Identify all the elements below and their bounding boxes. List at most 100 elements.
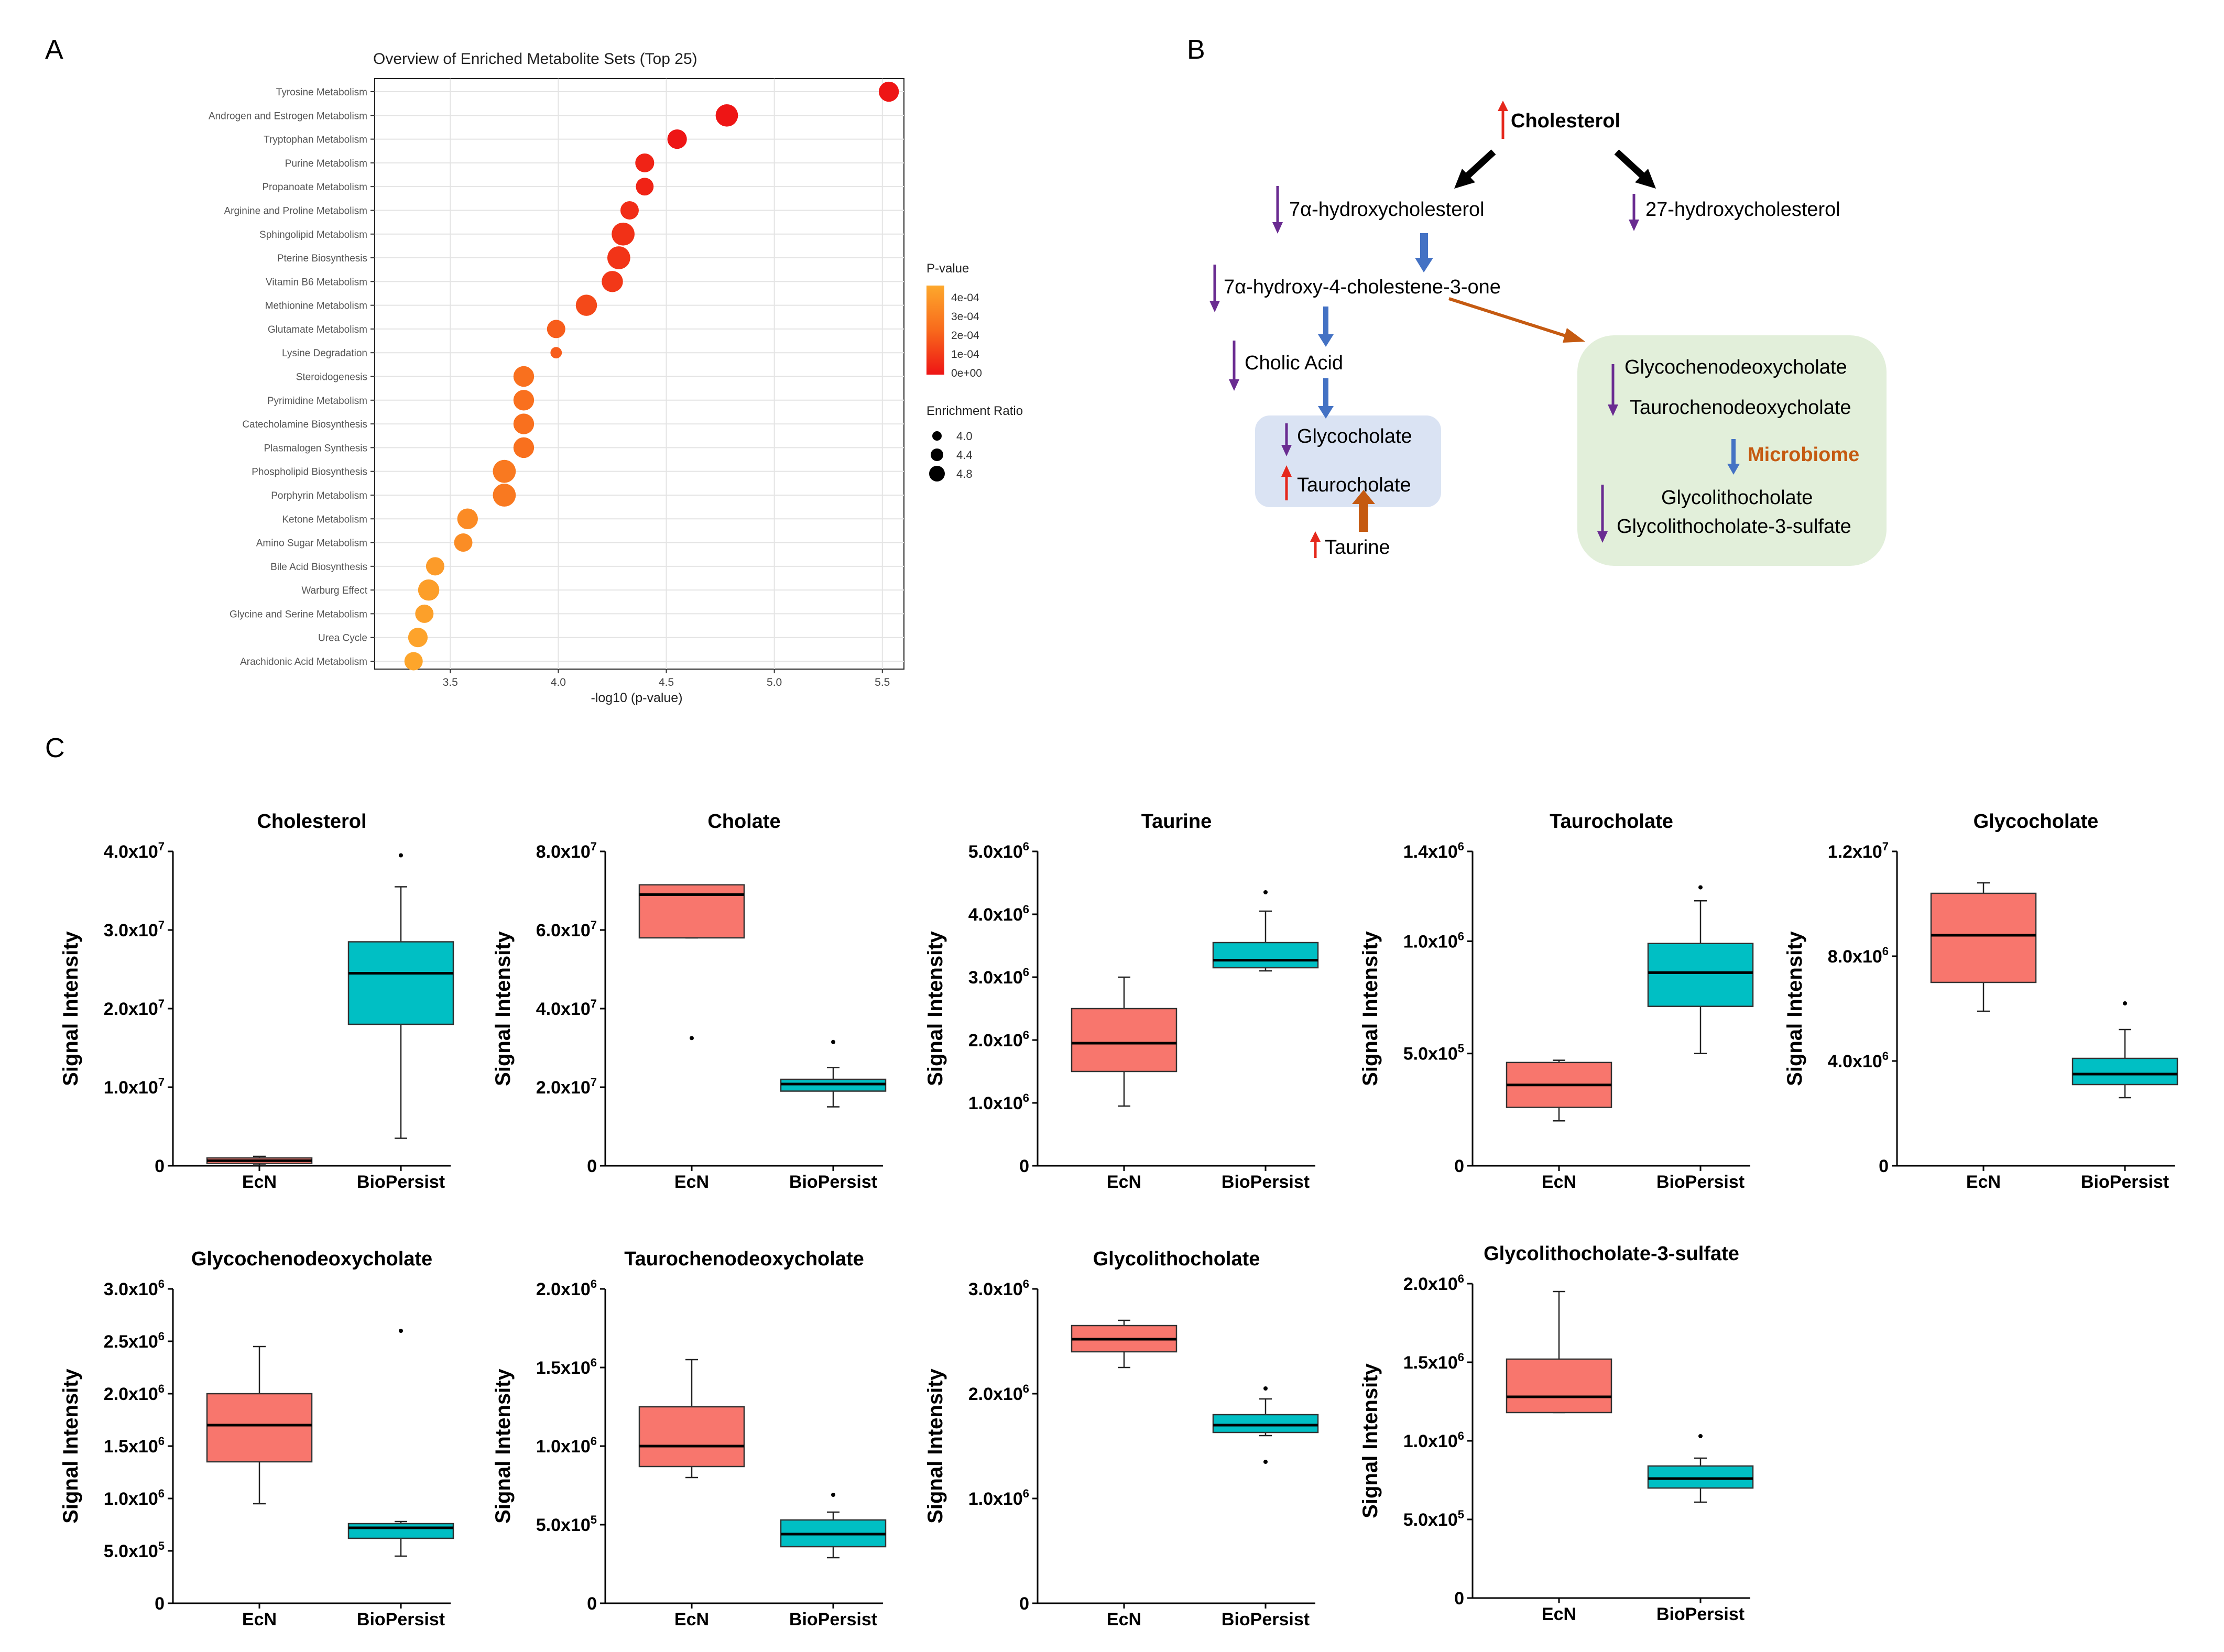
y-tick-label: Pterine Biosynthesis [277,253,367,264]
enrichment-dot [550,347,562,359]
box-iqr [1647,943,1754,1007]
enrichment-dot [635,153,655,172]
x-tick-label: BioPersist [1222,1172,1310,1192]
down-arrow-icon [1281,423,1292,456]
enrichment-dot [513,437,535,458]
box-plot-title: Glycochenodeoxycholate [191,1248,432,1270]
y-tick-label: Warburg Effect [301,585,367,596]
y-tick-exponent: 7 [1882,840,1889,853]
box-iqr [638,1406,745,1468]
y-tick-exponent: 6 [1023,840,1029,853]
outlier-point [1263,890,1268,894]
y-tick-label: Purine Metabolism [285,158,367,169]
enrichment-dot [404,652,423,671]
y-tick-exponent: 6 [1023,1382,1029,1395]
y-tick-exponent: 6 [158,1487,165,1500]
y-tick-label: 1.0x106 [968,1487,1029,1509]
box-plot-title: Glycolithocholate-3-sulfate [1484,1243,1739,1265]
plot-area [374,78,904,670]
x-tick-label: EcN [1107,1172,1141,1192]
y-tick-label: Phospholipid Biosynthesis [252,467,367,478]
y-tick-label: Urea Cycle [318,633,367,644]
outlier-point [1698,885,1703,890]
box-iqr [2072,1057,2178,1086]
y-tick-label: Tyrosine Metabolism [276,87,367,98]
box-plot-title: Cholesterol [257,811,366,833]
node-glycocholate: Glycocholate [1297,425,1412,447]
enrichment-dot [620,201,639,220]
y-tick-label: 5.0x105 [1403,1508,1464,1530]
y-tick-label: 2.0x106 [968,1382,1029,1404]
box-iqr [1071,1008,1178,1073]
y-tick-label: 2.0x107 [536,1076,597,1098]
y-tick-exponent: 5 [158,1539,165,1552]
y-axis-label: Signal Intensity [492,1368,515,1523]
size-legend-label: 4.0 [956,430,973,443]
outlier-point [399,853,403,858]
enrichment-dot [575,294,597,316]
y-tick-label: 5.0x105 [1403,1042,1464,1064]
y-tick-label: Tryptophan Metabolism [264,135,367,146]
enrichment-xlabel: -log10 (p-value) [591,691,682,705]
y-tick-label: 0 [587,1594,597,1614]
x-tick-label: 4.5 [659,676,674,688]
y-tick-label: 0 [155,1156,165,1176]
enrichment-dot [418,579,440,601]
outlier-point [1698,1434,1703,1438]
y-tick-label: 0 [1019,1594,1029,1614]
node-7a-hydroxycholesterol: 7α-hydroxycholesterol [1289,199,1485,221]
y-tick-label: 5.0x105 [104,1539,165,1561]
y-tick-exponent: 6 [591,1435,597,1448]
y-tick-label: 1.0x106 [1403,929,1464,951]
bile-acid-pathway-diagram: Cholesterol 7α-hydroxycholesterol 27-hyd… [1209,101,1887,566]
node-cholestenone: 7α-hydroxy-4-cholestene-3-one [1224,276,1501,298]
panel-label-b: B [1187,35,1205,65]
down-arrow-icon [1608,364,1618,416]
host-conjugate-box [1255,415,1441,507]
size-legend-dot [929,466,945,482]
y-tick-exponent: 6 [158,1435,165,1448]
p-value-label: 2e-04 [951,330,979,342]
x-tick-label: 5.5 [875,676,890,688]
down-arrow-icon [1272,186,1283,234]
box-iqr [1212,1414,1319,1434]
down-arrow-icon [1209,265,1220,312]
enrichment-dot [636,178,654,196]
y-tick-label: 8.0x106 [1828,945,1889,967]
box-plot-title: Taurine [1141,811,1212,833]
enrichment-dot [454,533,473,552]
y-tick-exponent: 6 [591,1277,597,1290]
y-axis-label: Signal Intensity [59,931,82,1086]
x-tick-label: EcN [1107,1610,1141,1629]
outlier-point [399,1329,403,1333]
y-tick-exponent: 7 [158,840,165,853]
y-tick-label: 0 [1454,1156,1464,1176]
p-value-legend-title: P-value [926,261,969,276]
y-axis-label: Signal Intensity [59,1368,82,1523]
y-tick-label: 2.0x106 [536,1277,597,1299]
y-tick-label: Amino Sugar Metabolism [256,538,367,549]
box-iqr [1647,1465,1754,1489]
y-tick-exponent: 5 [1458,1508,1464,1521]
enrichment-dot [493,460,516,483]
size-legend-dot [931,448,943,461]
y-tick-label: 1.0x106 [1403,1429,1464,1451]
box-plot-cholesterol: Cholesterol Signal Intensity 0 1.0x107 2.0x1… [59,811,454,1192]
y-tick-label: Pyrimidine Metabolism [267,396,367,407]
y-tick-exponent: 6 [591,1356,597,1369]
y-tick-label: 0 [155,1594,165,1614]
node-taurine: Taurine [1325,537,1390,559]
y-tick-exponent: 6 [1458,1429,1464,1442]
x-tick-label: EcN [1542,1604,1576,1624]
y-tick-exponent: 6 [1882,1049,1889,1063]
enrichment-dot [457,508,478,529]
y-tick-label: Arginine and Proline Metabolism [224,205,367,216]
change-indicators [1209,101,1639,558]
y-tick-label: Androgen and Estrogen Metabolism [209,111,367,122]
enrichment-dot [513,390,535,411]
enrichment-dot [513,366,535,387]
y-tick-label: Lysine Degradation [282,348,367,359]
enrichment-dot [878,81,899,102]
box-plot-glycolithocholate: Glycolithocholate Signal Intensity 0 1.0x10… [924,1248,1319,1629]
